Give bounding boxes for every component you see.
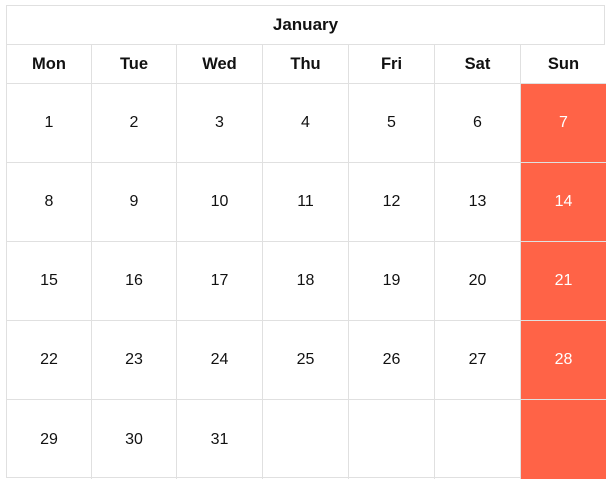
day-cell[interactable]: 30 xyxy=(92,400,177,479)
day-cell[interactable]: 12 xyxy=(349,163,435,242)
weekday-sun: Sun xyxy=(521,45,606,84)
weekday-wed: Wed xyxy=(177,45,263,84)
weekday-sat: Sat xyxy=(435,45,521,84)
day-cell[interactable]: 23 xyxy=(92,321,177,400)
weekday-fri: Fri xyxy=(349,45,435,84)
day-cell[interactable]: 1 xyxy=(7,84,92,163)
day-cell[interactable]: 25 xyxy=(263,321,349,400)
calendar-grid: Mon Tue Wed Thu Fri Sat Sun 1 2 3 4 5 6 … xyxy=(7,45,606,479)
month-title: January xyxy=(272,15,339,34)
day-cell[interactable]: 24 xyxy=(177,321,263,400)
calendar: January Mon Tue Wed Thu Fri Sat Sun 1 2 … xyxy=(6,5,606,479)
day-cell[interactable]: 27 xyxy=(435,321,521,400)
day-cell[interactable]: 10 xyxy=(177,163,263,242)
empty-day-cell xyxy=(263,400,349,479)
day-cell[interactable]: 2 xyxy=(92,84,177,163)
day-cell[interactable]: 17 xyxy=(177,242,263,321)
day-cell[interactable]: 18 xyxy=(263,242,349,321)
day-cell[interactable]: 19 xyxy=(349,242,435,321)
weekday-thu: Thu xyxy=(263,45,349,84)
day-cell[interactable]: 8 xyxy=(7,163,92,242)
day-cell[interactable]: 3 xyxy=(177,84,263,163)
weekday-mon: Mon xyxy=(7,45,92,84)
sunday-cell[interactable]: 14 xyxy=(521,163,606,242)
day-cell[interactable]: 5 xyxy=(349,84,435,163)
day-cell[interactable]: 16 xyxy=(92,242,177,321)
day-cell[interactable]: 20 xyxy=(435,242,521,321)
empty-day-cell xyxy=(435,400,521,479)
day-cell[interactable]: 22 xyxy=(7,321,92,400)
day-cell[interactable]: 9 xyxy=(92,163,177,242)
day-cell[interactable]: 15 xyxy=(7,242,92,321)
sunday-cell[interactable]: 21 xyxy=(521,242,606,321)
day-cell[interactable]: 26 xyxy=(349,321,435,400)
month-header: January xyxy=(7,6,604,45)
weekday-tue: Tue xyxy=(92,45,177,84)
day-cell[interactable]: 13 xyxy=(435,163,521,242)
day-cell[interactable]: 6 xyxy=(435,84,521,163)
day-cell[interactable]: 4 xyxy=(263,84,349,163)
day-cell[interactable]: 29 xyxy=(7,400,92,479)
empty-sunday-cell xyxy=(521,400,606,479)
day-cell[interactable]: 31 xyxy=(177,400,263,479)
day-cell[interactable]: 11 xyxy=(263,163,349,242)
sunday-cell[interactable]: 7 xyxy=(521,84,606,163)
empty-day-cell xyxy=(349,400,435,479)
sunday-cell[interactable]: 28 xyxy=(521,321,606,400)
